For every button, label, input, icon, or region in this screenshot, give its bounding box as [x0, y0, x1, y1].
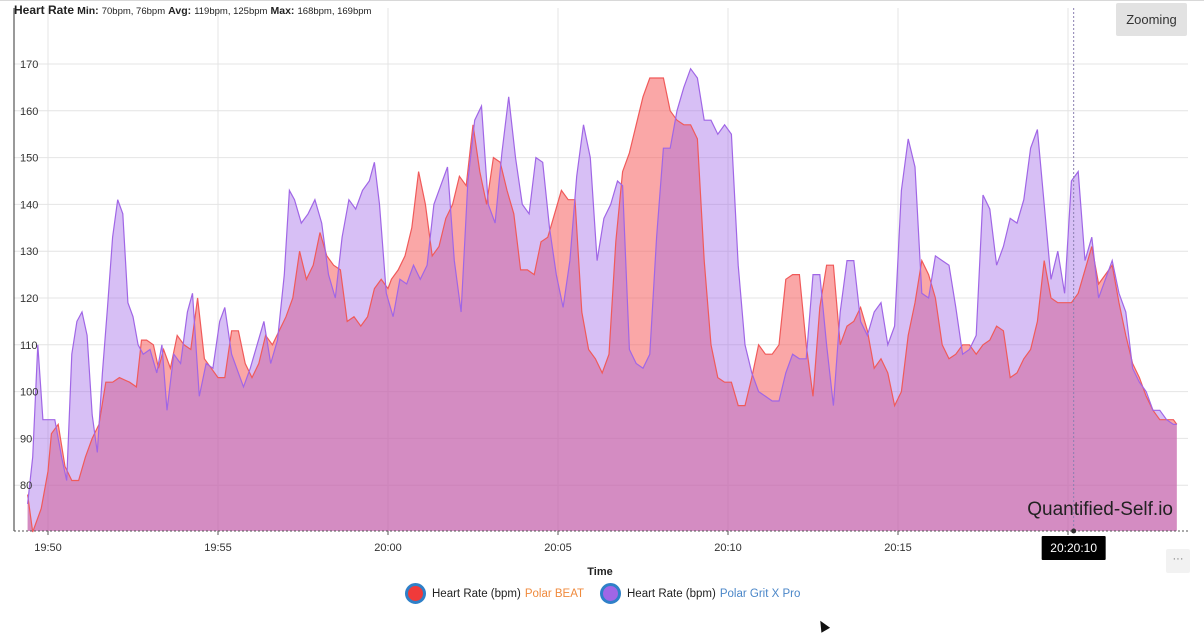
chart-legend: Heart Rate (bpm) Polar BEAT Heart Rate (…	[0, 583, 1204, 605]
min-label: Min:	[77, 5, 99, 17]
crosshair-time-label: 20:20:10	[1050, 541, 1097, 555]
y-tick-label: 100	[20, 387, 38, 399]
chart-title: Heart Rate	[14, 3, 75, 17]
y-tick-label: 80	[20, 480, 32, 492]
crosshair-marker	[1071, 528, 1077, 534]
avg-values: 119bpm, 125bpm	[194, 6, 268, 17]
series-area-0	[27, 78, 1177, 532]
legend-item-polar-grit-x-pro[interactable]: Heart Rate (bpm) Polar Grit X Pro	[600, 583, 800, 604]
series-line-1	[27, 67, 1177, 504]
y-tick-label: 160	[20, 106, 38, 118]
legend-label: Heart Rate (bpm)	[627, 587, 716, 600]
y-tick-label: 110	[20, 340, 38, 352]
chart-header: Heart Rate Min: 70bpm, 76bpm Avg: 119bpm…	[14, 3, 371, 17]
x-axis-title: Time	[587, 566, 612, 578]
x-tick-label: 20:15	[884, 542, 912, 554]
watermark-text: Quantified-Self.io	[1027, 499, 1173, 520]
y-tick-label: 130	[20, 246, 38, 258]
x-tick-label: 19:50	[34, 542, 62, 554]
legend-item-polar-beat[interactable]: Heart Rate (bpm) Polar BEAT	[405, 583, 584, 604]
series-line-0	[27, 77, 1178, 533]
series-area-1	[27, 68, 1177, 531]
crosshair-time-tooltip	[1041, 536, 1106, 560]
zooming-button[interactable]: Zooming	[1116, 3, 1187, 36]
max-values: 168bpm, 169bpm	[297, 6, 372, 17]
legend-device-polar-grit-x-pro: Polar Grit X Pro	[719, 587, 801, 600]
y-tick-label: 140	[20, 199, 38, 211]
top-border	[0, 0, 1204, 1]
legend-swatch-polar-beat	[405, 583, 426, 604]
x-tick-label: 20:10	[714, 542, 742, 554]
max-label: Max:	[270, 5, 295, 17]
x-tick-label: 19:55	[204, 542, 232, 554]
min-values: 70bpm, 76bpm	[101, 6, 166, 17]
legend-swatch-polar-grit-x-pro	[600, 583, 621, 604]
x-tick-label: 20:05	[544, 542, 572, 554]
y-tick-label: 150	[20, 153, 38, 165]
x-tick-label: 20:00	[374, 542, 402, 554]
avg-label: Avg:	[168, 5, 192, 17]
y-tick-label: 120	[20, 293, 38, 305]
legend-device-polar-beat: Polar BEAT	[524, 587, 585, 600]
y-tick-label: 90	[20, 433, 32, 445]
legend-label: Heart Rate (bpm)	[432, 587, 521, 600]
more-options-button[interactable]: ···	[1166, 549, 1190, 573]
y-tick-label: 170	[20, 59, 38, 71]
